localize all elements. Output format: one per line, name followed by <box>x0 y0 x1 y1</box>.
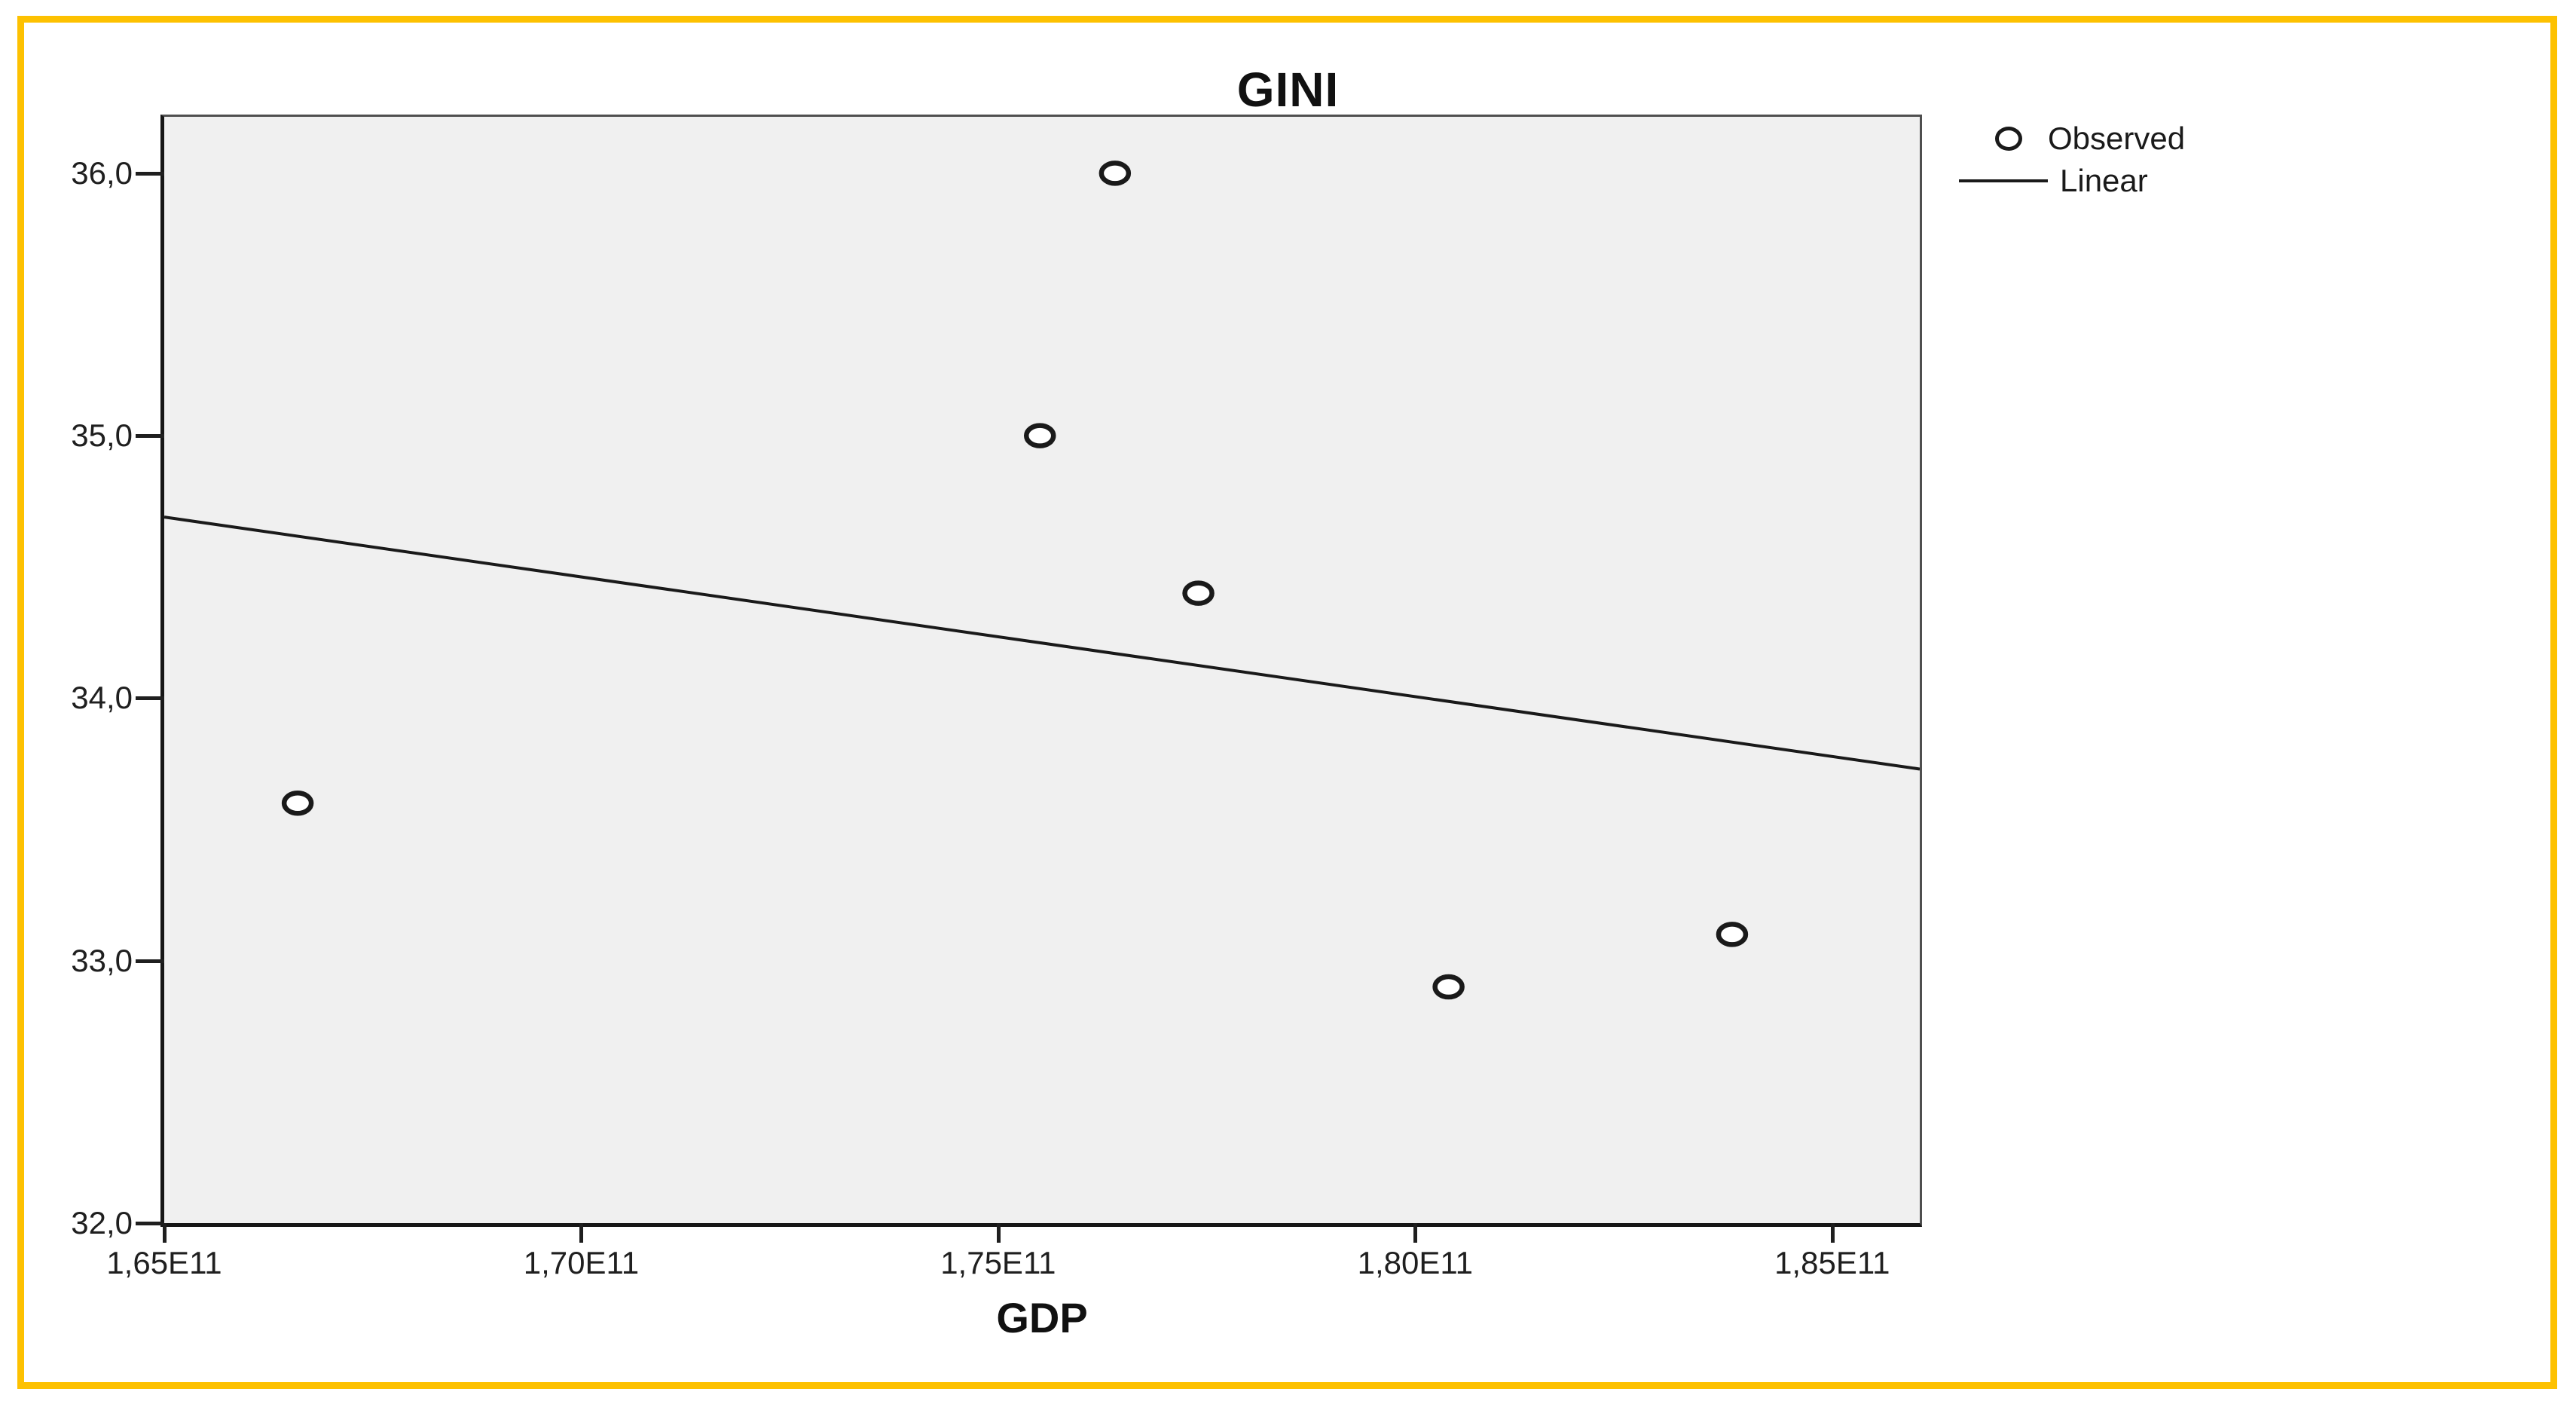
observed-data-point <box>1716 922 1749 947</box>
legend-item-observed: Observed <box>1953 118 2185 160</box>
linear-fit-line <box>164 515 1920 771</box>
y-tick-label: 36,0 <box>71 154 133 191</box>
y-tick-mark <box>136 696 164 701</box>
plot-area <box>160 115 1922 1227</box>
x-tick-mark <box>163 1223 167 1243</box>
x-tick-mark <box>579 1223 584 1243</box>
y-tick-label: 35,0 <box>71 418 133 454</box>
observed-data-point <box>1099 161 1132 186</box>
y-tick-mark <box>136 1222 164 1225</box>
y-tick-label: 33,0 <box>71 942 133 978</box>
y-tick-mark <box>136 434 164 439</box>
observed-data-point <box>1432 974 1465 1000</box>
legend-item-linear: Linear <box>1953 160 2185 202</box>
x-tick-label: 1,70E11 <box>523 1245 640 1280</box>
x-tick-mark <box>996 1223 1001 1243</box>
y-tick-label: 32,0 <box>71 1205 133 1240</box>
scatter-plot-svg <box>164 161 1920 1000</box>
observed-data-point <box>1023 423 1056 448</box>
y-tick-mark <box>136 171 164 176</box>
x-tick-label: 1,85E11 <box>1774 1245 1890 1280</box>
observed-data-point <box>281 791 314 816</box>
y-tick-mark <box>136 959 164 963</box>
legend-label-observed: Observed <box>2048 121 2186 156</box>
legend: Observed Linear <box>1953 118 2185 202</box>
x-tick-mark <box>1830 1223 1835 1243</box>
linear-line-icon <box>1959 179 2048 182</box>
x-tick-mark <box>1413 1223 1418 1243</box>
observed-marker-icon <box>1995 127 2022 151</box>
x-axis-title: GDP <box>996 1294 1088 1341</box>
legend-label-linear: Linear <box>2060 163 2148 198</box>
chart-title: GINI <box>1236 63 1340 117</box>
y-tick-label: 34,0 <box>71 680 133 716</box>
observed-data-point <box>1182 580 1215 606</box>
x-tick-label: 1,75E11 <box>940 1245 1056 1280</box>
x-tick-label: 1,80E11 <box>1357 1245 1473 1280</box>
x-tick-label: 1,65E11 <box>106 1245 222 1280</box>
